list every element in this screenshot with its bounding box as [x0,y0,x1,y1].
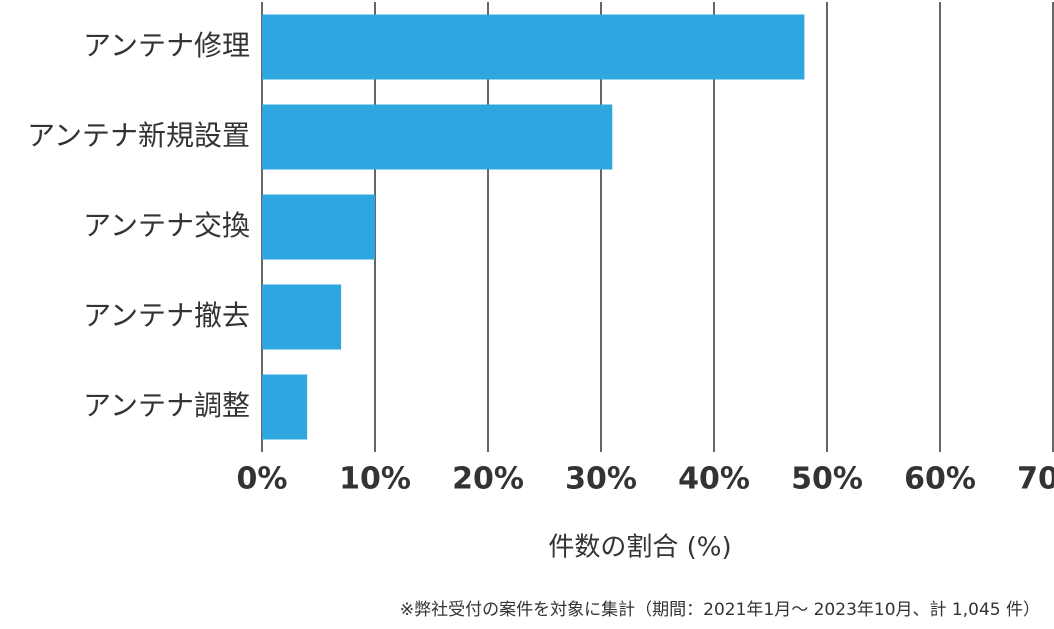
x-axis-label: 件数の割合 (%) [548,533,731,563]
y-tick-label: アンテナ交換 [83,209,250,242]
x-tick-label: 60% [904,462,976,497]
bar [262,14,805,80]
x-tick-label: 20% [452,462,524,497]
x-tick-label: 10% [339,462,411,497]
bar [262,374,308,440]
x-tick-label: 70% [1017,462,1054,497]
bar [262,284,342,350]
x-tick-label: 30% [565,462,637,497]
x-tick-label: 40% [678,462,750,497]
footnote: ※弊社受付の案件を対象に集計（期間：2021年1月～ 2023年10月、計 1,… [400,600,1040,620]
x-tick-label: 50% [791,462,863,497]
bar [262,194,375,260]
y-tick-label: アンテナ修理 [83,29,250,62]
bar [262,104,613,170]
x-tick-label: 0% [237,462,288,497]
y-tick-label: アンテナ調整 [83,389,250,422]
y-tick-label: アンテナ撤去 [83,299,250,332]
y-tick-label: アンテナ新規設置 [27,119,250,152]
